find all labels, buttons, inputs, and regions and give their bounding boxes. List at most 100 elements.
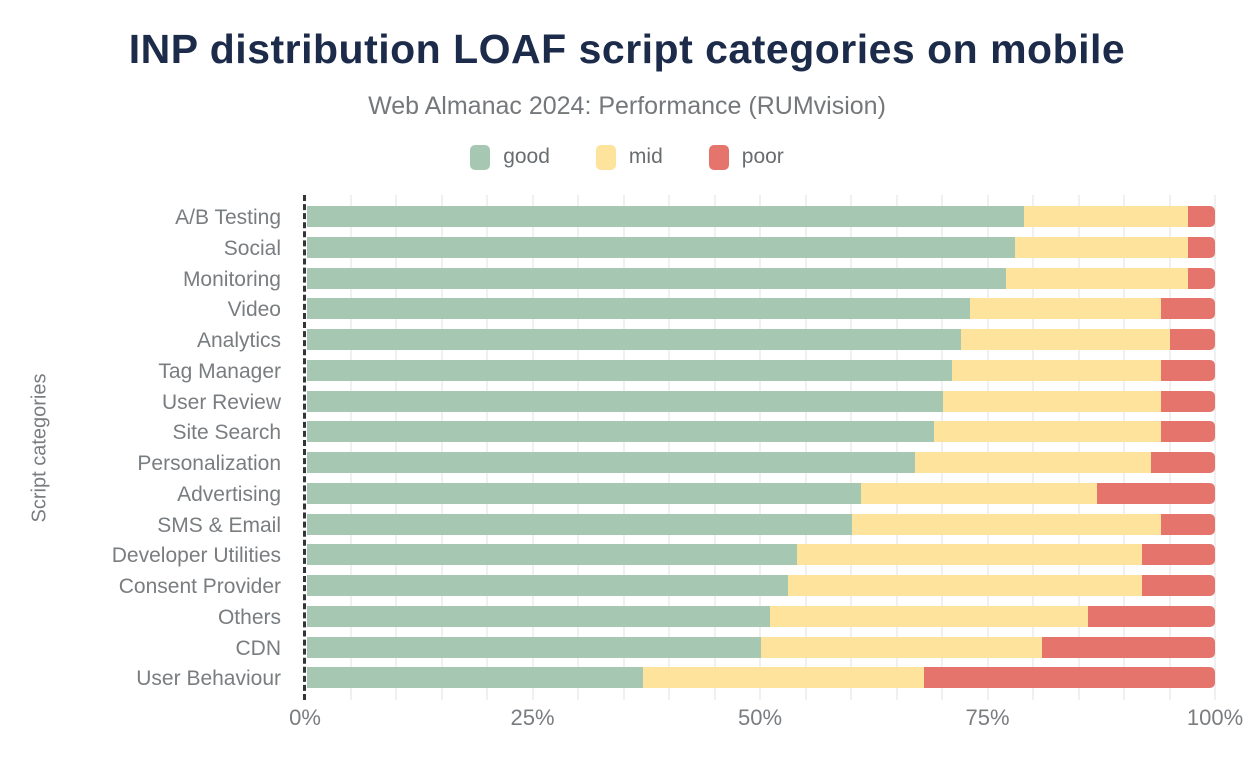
legend-label: mid — [628, 145, 663, 168]
gridline-20 — [486, 195, 488, 700]
bar-segment-poor-monitoring — [1187, 268, 1215, 289]
gridline-70 — [941, 195, 943, 700]
bar-segment-good-social — [307, 237, 1016, 258]
bar-segment-mid-social — [1015, 237, 1188, 258]
bar-segment-mid-user-review — [942, 391, 1161, 412]
gridline-60 — [850, 195, 852, 700]
category-label-personalization: Personalization — [137, 452, 281, 475]
category-labels: A/B Testing Social Monitoring Video Analytic… — [0, 195, 293, 700]
bar-row-cdn — [307, 637, 1215, 658]
bar-segment-good-video — [307, 298, 970, 319]
bar-segment-good-cdn — [307, 637, 761, 658]
bar-row-video — [307, 298, 1215, 319]
bar-segment-good-others — [307, 606, 771, 627]
category-label-user-behaviour: User Behaviour — [136, 667, 281, 690]
bar-segment-poor-consent-provider — [1142, 575, 1215, 596]
bar-row-analytics — [307, 329, 1215, 350]
gridline-45 — [713, 195, 716, 700]
bar-row-user-behaviour — [307, 667, 1215, 688]
bar-segment-poor-video — [1160, 298, 1215, 319]
bar-segment-poor-user-behaviour — [924, 667, 1215, 688]
category-label-analytics: Analytics — [196, 329, 281, 352]
x-tick-label-50: 50% — [737, 705, 783, 730]
bar-segment-poor-sms-email — [1160, 514, 1215, 535]
bar-segment-poor-analytics — [1169, 329, 1215, 350]
bar-segment-mid-tag-manager — [951, 360, 1161, 381]
chart-title: INP distribution LOAF script categories … — [128, 26, 1126, 72]
x-tick-label-25: 25% — [510, 705, 555, 730]
bar-segment-good-monitoring — [307, 268, 1007, 289]
bar-segment-good-site-search — [307, 421, 934, 442]
bar-segment-good-sms-email — [307, 514, 852, 535]
x-axis-tick-labels: 0% 25% 50% 75% 100% — [289, 705, 1243, 735]
bar-segment-mid-consent-provider — [788, 575, 1143, 596]
legend-item-poor: poor — [708, 144, 784, 170]
gridline-10 — [395, 195, 397, 700]
category-label-sms-email: SMS & Email — [157, 514, 281, 537]
category-label-others: Others — [217, 606, 281, 629]
gridline-90 — [1123, 195, 1125, 700]
bar-segment-good-consent-provider — [307, 575, 789, 596]
legend-label: good — [503, 145, 550, 168]
bar-segment-mid-others — [770, 606, 1088, 627]
category-label-tag-manager: Tag Manager — [158, 360, 281, 383]
gridline-35 — [622, 195, 625, 700]
plot-area — [303, 195, 1216, 700]
legend-label: poor — [741, 145, 784, 168]
x-tick-label-100: 100% — [1186, 705, 1244, 730]
bar-segment-poor-cdn — [1042, 637, 1215, 658]
x-tick-label-0: 0% — [289, 705, 321, 730]
gridline-85 — [1077, 195, 1080, 700]
category-label-user-review: User Review — [161, 391, 281, 414]
bar-row-tag-manager — [307, 360, 1215, 381]
bar-segment-mid-cdn — [761, 637, 1043, 658]
bar-row-sms-email — [307, 514, 1215, 535]
legend: good mid poor — [0, 142, 1254, 172]
bar-segment-mid-developer-utilities — [797, 544, 1143, 565]
bar-segment-poor-social — [1187, 237, 1215, 258]
category-label-social: Social — [223, 237, 281, 260]
bar-row-personalization — [307, 452, 1215, 473]
bar-row-developer-utilities — [307, 544, 1215, 565]
legend-item-mid: mid — [595, 144, 663, 170]
bar-segment-mid-personalization — [915, 452, 1152, 473]
chart-subtitle: Web Almanac 2024: Performance (RUMvision… — [368, 92, 886, 120]
bar-segment-mid-advertising — [860, 483, 1097, 504]
bar-segment-mid-sms-email — [851, 514, 1161, 535]
category-label-video: Video — [227, 298, 281, 321]
category-label-developer-utilities: Developer Utilities — [111, 544, 281, 567]
category-label-site-search: Site Search — [172, 421, 281, 444]
gridline-40 — [668, 195, 670, 700]
bar-segment-good-user-behaviour — [307, 667, 643, 688]
bar-row-monitoring — [307, 268, 1215, 289]
bar-segment-mid-site-search — [933, 421, 1161, 442]
bar-segment-poor-advertising — [1096, 483, 1215, 504]
y-axis-line — [303, 195, 306, 700]
gridline-75 — [986, 195, 989, 700]
bars — [307, 195, 1215, 700]
bar-segment-poor-user-review — [1160, 391, 1215, 412]
category-label-monitoring: Monitoring — [182, 268, 281, 291]
gridline-5 — [349, 195, 352, 700]
bar-segment-mid-a-b-testing — [1024, 206, 1188, 227]
bar-segment-mid-video — [969, 298, 1161, 319]
category-label-cdn: CDN — [235, 637, 282, 660]
bar-segment-good-advertising — [307, 483, 861, 504]
category-label-consent-provider: Consent Provider — [118, 575, 281, 598]
bar-row-a-b-testing — [307, 206, 1215, 227]
bar-row-site-search — [307, 421, 1215, 442]
legend-item-good: good — [470, 144, 550, 170]
bar-segment-good-user-review — [307, 391, 943, 412]
legend-swatch-poor-icon — [708, 144, 729, 170]
bar-row-advertising — [307, 483, 1215, 504]
gridline-25 — [531, 195, 534, 700]
legend-swatch-good-icon — [470, 144, 491, 170]
bar-row-others — [307, 606, 1215, 627]
bar-segment-good-developer-utilities — [307, 544, 798, 565]
category-label-a-b-testing: A/B Testing — [175, 206, 281, 229]
bar-segment-poor-site-search — [1160, 421, 1215, 442]
bar-segment-mid-user-behaviour — [642, 667, 925, 688]
bar-row-user-review — [307, 391, 1215, 412]
bar-segment-good-a-b-testing — [307, 206, 1025, 227]
